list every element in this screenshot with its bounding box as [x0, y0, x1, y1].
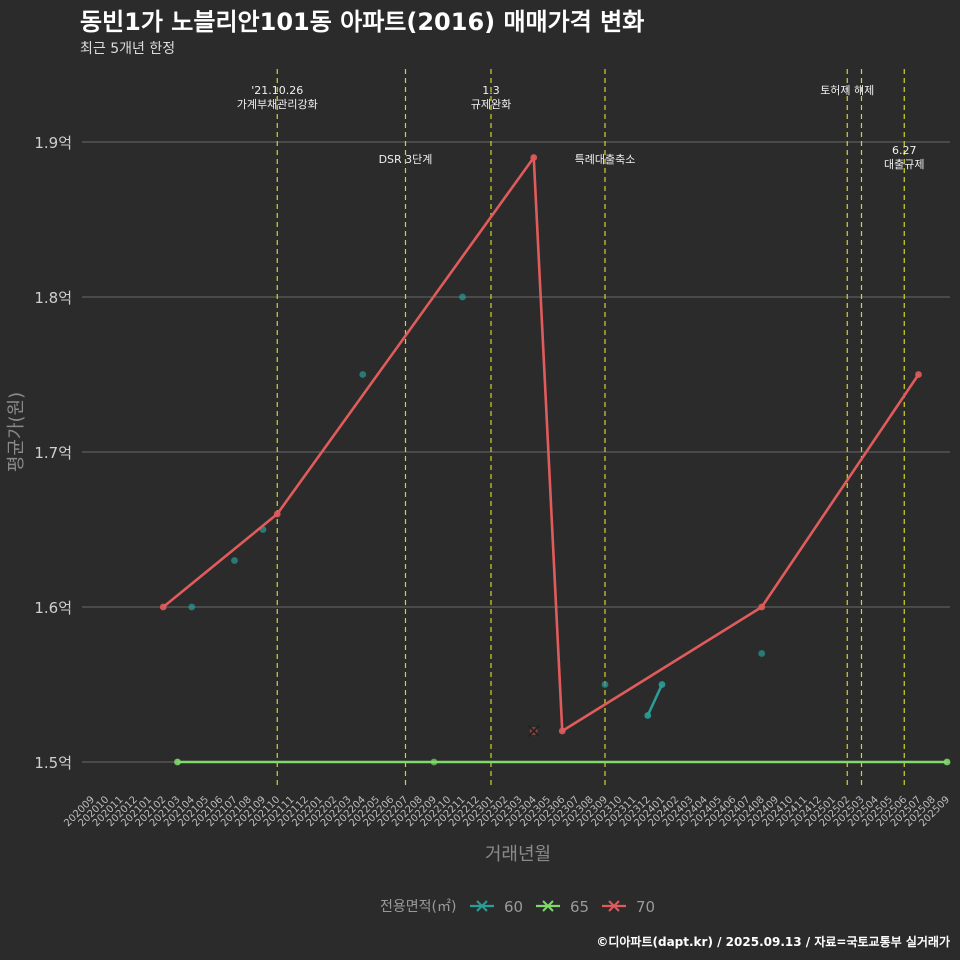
- data-point-70: [758, 603, 766, 611]
- legend-label-65: 65: [570, 898, 589, 916]
- y-tick-label: 1.8억: [34, 289, 72, 307]
- event-label: 6.27: [892, 144, 917, 157]
- data-point-60: [601, 681, 609, 688]
- legend-swatch-mark-70: [608, 900, 620, 912]
- data-point-70: [159, 603, 167, 611]
- legend-label-70: 70: [636, 898, 655, 916]
- series-line-70: [162, 156, 920, 733]
- y-tick-labels: 1.5억 1.6억 1.7억 1.8억 1.9억: [34, 134, 72, 772]
- data-point-60: [359, 371, 367, 378]
- cross-mark-70: [527, 724, 540, 738]
- chart-subtitle: 최근 5개년 한정: [80, 41, 175, 57]
- y-tick-label: 1.9억: [34, 134, 72, 152]
- legend-title: 전용면적(㎡): [380, 899, 456, 915]
- data-point-65: [174, 758, 181, 766]
- chart-caption: ©디아파트(dapt.kr) / 2025.09.13 / 자료=국토교통부 실…: [596, 934, 950, 949]
- data-point-60: [459, 293, 466, 301]
- y-tick-label: 1.5억: [34, 754, 72, 772]
- data-series: [159, 154, 951, 766]
- event-label: DSR 3단계: [379, 153, 433, 166]
- chart-title: 동빈1가 노블리안101동 아파트(2016) 매매가격 변화: [80, 8, 644, 36]
- x-axis-title: 거래년월: [485, 844, 551, 865]
- event-label: 특례대출축소: [575, 153, 636, 166]
- y-tick-label: 1.6억: [34, 599, 72, 617]
- data-point-60: [188, 603, 196, 611]
- data-point-60: [231, 557, 238, 564]
- event-label: 토허제 해제: [820, 83, 874, 97]
- series-line-60: [646, 683, 664, 717]
- event-label: '21.10.26: [251, 84, 303, 97]
- legend-label-60: 60: [504, 898, 523, 916]
- data-point-70: [915, 371, 922, 378]
- legend-swatch-mark-60: [476, 900, 488, 912]
- y-tick-label: 1.7억: [34, 444, 72, 462]
- y-gridlines: [82, 141, 950, 763]
- data-point-65: [430, 758, 438, 766]
- x-tick-labels: 2020092020102020112020122021012021022021…: [62, 794, 952, 829]
- data-point-60: [758, 650, 766, 657]
- data-point-70: [273, 510, 281, 518]
- y-axis-title: 평균가(원): [6, 392, 27, 472]
- legend: 전용면적(㎡) 60 65 70: [380, 898, 655, 916]
- event-label: 규제완화: [471, 98, 511, 111]
- data-point-70: [530, 154, 538, 161]
- data-point-70: [558, 727, 566, 735]
- event-label: 1.3: [482, 84, 500, 97]
- data-point-65: [943, 758, 951, 766]
- legend-swatch-mark-65: [542, 900, 554, 912]
- event-label: 가계부채관리강화: [237, 98, 318, 111]
- event-label: 대출규제: [884, 158, 924, 171]
- data-point-60: [644, 712, 652, 719]
- data-point-60: [658, 681, 666, 688]
